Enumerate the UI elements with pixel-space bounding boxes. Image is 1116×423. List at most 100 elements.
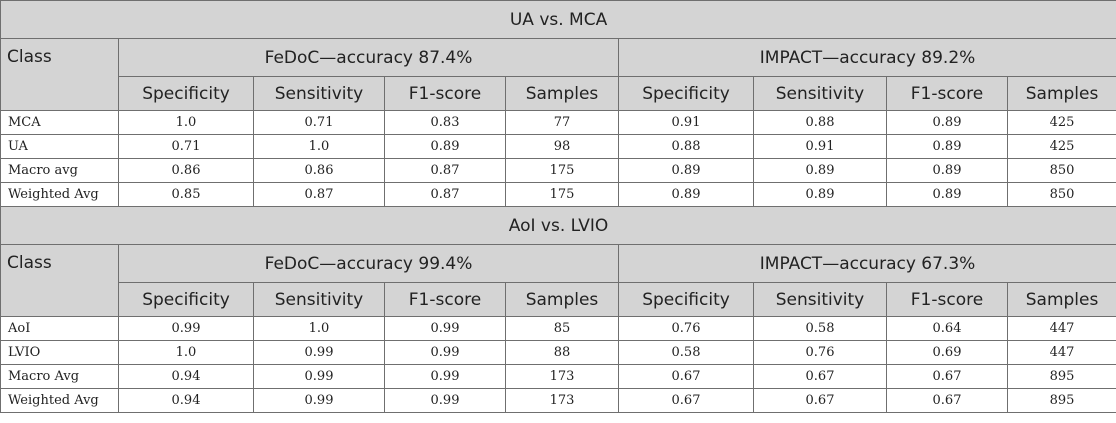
- impact-value-cell: 0.67: [886, 388, 1008, 413]
- table-row: Weighted Avg 0.85 0.87 0.87 175 0.89 0.89 0.89 8…: [0, 182, 1116, 207]
- group-header-row: Class FeDoC—accuracy 99.4% IMPACT—accuracy…: [0, 244, 1116, 317]
- fedoc-value-cell: 0.99: [118, 316, 254, 341]
- class-header: Class: [0, 244, 119, 317]
- fedoc-value-cell: 173: [505, 388, 619, 413]
- table-row: Macro Avg 0.94 0.99 0.99 173 0.67 0.67 0.67 895: [0, 364, 1116, 389]
- fedoc-value-cell: 0.99: [384, 388, 506, 413]
- row-label: AoI: [0, 316, 119, 341]
- fedoc-value-cell: 173: [505, 364, 619, 389]
- results-table: UA vs. MCA Class FeDoC—accuracy 87.4% IMPAC…: [0, 0, 1116, 413]
- impact-value-cell: 425: [1006, 134, 1116, 159]
- impact-value-cell: 447: [1006, 340, 1116, 365]
- metric-header: Specificity: [118, 76, 254, 111]
- fedoc-value-cell: 0.89: [384, 134, 506, 159]
- fedoc-value-cell: 0.87: [253, 182, 385, 207]
- fedoc-value-cell: 0.86: [118, 158, 254, 183]
- fedoc-value-cell: 0.99: [253, 364, 385, 389]
- metric-header: Sensitivity: [753, 282, 887, 317]
- impact-value-cell: 0.89: [618, 182, 754, 207]
- fedoc-value-cell: 0.83: [384, 110, 506, 135]
- impact-value-cell: 0.89: [753, 182, 887, 207]
- impact-value-cell: 0.88: [753, 110, 887, 135]
- fedoc-value-cell: 0.99: [253, 340, 385, 365]
- impact-value-cell: 0.64: [886, 316, 1008, 341]
- table-row: AoI 0.99 1.0 0.99 85 0.76 0.58 0.64 447: [0, 316, 1116, 341]
- table-row: UA 0.71 1.0 0.89 98 0.88 0.91 0.89 425: [0, 134, 1116, 159]
- impact-value-cell: 0.91: [618, 110, 754, 135]
- impact-value-cell: 0.89: [886, 110, 1008, 135]
- metric-header: F1-score: [886, 76, 1008, 111]
- metric-header: Specificity: [618, 76, 754, 111]
- impact-value-cell: 0.89: [753, 158, 887, 183]
- fedoc-value-cell: 0.94: [118, 388, 254, 413]
- impact-value-cell: 0.67: [886, 364, 1008, 389]
- impact-header: IMPACT—accuracy 89.2%: [617, 38, 1116, 77]
- fedoc-value-cell: 0.94: [118, 364, 254, 389]
- metric-header: Samples: [1006, 76, 1116, 111]
- section-title: AoI vs. LVIO: [0, 206, 1116, 245]
- metric-header-row: Specificity Sensitivity F1-score Samples Spe…: [1, 76, 1116, 111]
- impact-value-cell: 0.91: [753, 134, 887, 159]
- fedoc-value-cell: 0.71: [118, 134, 254, 159]
- fedoc-header: FeDoC—accuracy 99.4%: [118, 244, 619, 283]
- table-row: MCA 1.0 0.71 0.83 77 0.91 0.88 0.89 425: [0, 110, 1116, 135]
- table-row: LVIO 1.0 0.99 0.99 88 0.58 0.76 0.69 447: [0, 340, 1116, 365]
- fedoc-value-cell: 98: [505, 134, 619, 159]
- section-title-row: UA vs. MCA: [0, 0, 1116, 39]
- fedoc-value-cell: 0.85: [118, 182, 254, 207]
- fedoc-value-cell: 0.71: [253, 110, 385, 135]
- fedoc-value-cell: 77: [505, 110, 619, 135]
- fedoc-value-cell: 0.99: [384, 316, 506, 341]
- impact-value-cell: 0.58: [618, 340, 754, 365]
- metric-header: F1-score: [384, 76, 506, 111]
- row-label: UA: [0, 134, 119, 159]
- impact-value-cell: 0.67: [753, 388, 887, 413]
- section-title-row: AoI vs. LVIO: [0, 206, 1116, 245]
- metric-header: Sensitivity: [253, 76, 385, 111]
- metric-header: Sensitivity: [253, 282, 385, 317]
- row-label: Macro avg: [0, 158, 119, 183]
- impact-value-cell: 0.76: [618, 316, 754, 341]
- metric-header: Samples: [505, 282, 619, 317]
- impact-value-cell: 850: [1006, 182, 1116, 207]
- impact-value-cell: 0.69: [886, 340, 1008, 365]
- row-label: Weighted Avg: [0, 388, 119, 413]
- fedoc-value-cell: 88: [505, 340, 619, 365]
- metric-header: Sensitivity: [753, 76, 887, 111]
- row-label: Macro Avg: [0, 364, 119, 389]
- fedoc-value-cell: 1.0: [118, 340, 254, 365]
- fedoc-value-cell: 0.99: [384, 364, 506, 389]
- impact-value-cell: 425: [1006, 110, 1116, 135]
- table-row: Macro avg 0.86 0.86 0.87 175 0.89 0.89 0.89 850: [0, 158, 1116, 183]
- fedoc-header: FeDoC—accuracy 87.4%: [118, 38, 619, 77]
- impact-value-cell: 0.89: [886, 158, 1008, 183]
- metric-header-row: Specificity Sensitivity F1-score Samples Spe…: [1, 282, 1116, 317]
- metric-header: Specificity: [618, 282, 754, 317]
- impact-value-cell: 0.67: [618, 364, 754, 389]
- fedoc-value-cell: 0.87: [384, 158, 506, 183]
- impact-value-cell: 0.67: [618, 388, 754, 413]
- fedoc-value-cell: 0.99: [384, 340, 506, 365]
- section-title: UA vs. MCA: [0, 0, 1116, 39]
- impact-value-cell: 447: [1006, 316, 1116, 341]
- metric-header: Samples: [1006, 282, 1116, 317]
- impact-value-cell: 0.67: [753, 364, 887, 389]
- metric-header: Specificity: [118, 282, 254, 317]
- fedoc-value-cell: 1.0: [253, 316, 385, 341]
- fedoc-value-cell: 0.86: [253, 158, 385, 183]
- fedoc-value-cell: 1.0: [253, 134, 385, 159]
- metric-header: Samples: [505, 76, 619, 111]
- impact-value-cell: 850: [1006, 158, 1116, 183]
- fedoc-value-cell: 175: [505, 182, 619, 207]
- table-row: Weighted Avg 0.94 0.99 0.99 173 0.67 0.67 0.67 8…: [0, 388, 1116, 413]
- group-header-row: Class FeDoC—accuracy 87.4% IMPACT—accuracy…: [0, 38, 1116, 111]
- impact-header: IMPACT—accuracy 67.3%: [617, 244, 1116, 283]
- impact-value-cell: 0.76: [753, 340, 887, 365]
- impact-value-cell: 0.88: [618, 134, 754, 159]
- impact-value-cell: 0.89: [886, 182, 1008, 207]
- impact-value-cell: 0.89: [886, 134, 1008, 159]
- fedoc-value-cell: 1.0: [118, 110, 254, 135]
- metric-header: F1-score: [384, 282, 506, 317]
- impact-value-cell: 895: [1006, 388, 1116, 413]
- impact-value-cell: 895: [1006, 364, 1116, 389]
